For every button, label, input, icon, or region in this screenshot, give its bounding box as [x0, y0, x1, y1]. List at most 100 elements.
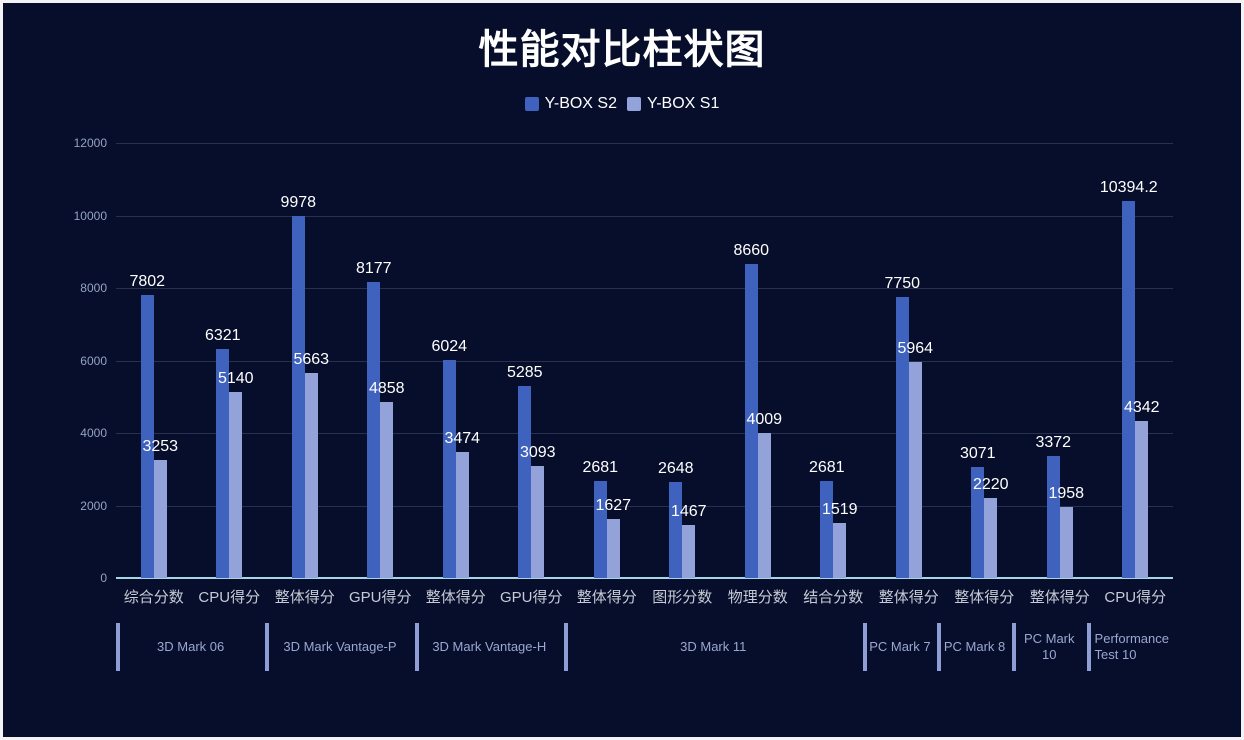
value-label: 3372 — [1035, 434, 1071, 452]
value-label: 3253 — [142, 438, 178, 456]
bar-ybox-s1[interactable] — [682, 525, 695, 578]
bar-ybox-s2[interactable] — [292, 216, 305, 578]
value-label: 5663 — [293, 351, 329, 369]
value-label: 6024 — [431, 338, 467, 356]
chart-title: 性能对比柱状图 — [3, 17, 1241, 75]
gridline — [116, 506, 1173, 507]
x-axis-line — [116, 577, 1173, 579]
benchmark-group: PC Mark 7 — [863, 622, 938, 672]
legend-label: Y-BOX S1 — [647, 95, 719, 113]
bar-ybox-s2[interactable] — [1047, 456, 1060, 578]
gridline — [116, 143, 1173, 144]
category-label: 整体得分 — [947, 586, 1023, 607]
bar-chart-plot-area: 综合分数CPU得分整体得分GPU得分整体得分GPU得分整体得分图形分数物理分数结… — [116, 143, 1173, 578]
value-label: 2681 — [582, 459, 618, 477]
benchmark-group: PC Mark 10 — [1012, 622, 1087, 672]
legend-color-swatch-icon — [627, 97, 641, 111]
bar-ybox-s1[interactable] — [833, 523, 846, 578]
category-label: 整体得分 — [418, 586, 494, 607]
bar-ybox-s2[interactable] — [669, 482, 682, 578]
group-label: 3D Mark Vantage-H — [428, 639, 550, 655]
category-label: 整体得分 — [267, 586, 343, 607]
bar-ybox-s1[interactable] — [229, 392, 242, 578]
category-label: CPU得分 — [1098, 586, 1174, 607]
group-label: PC Mark 8 — [940, 639, 1009, 655]
bar-ybox-s1[interactable] — [758, 433, 771, 578]
bar-ybox-s1[interactable] — [531, 466, 544, 578]
bar-ybox-s2[interactable] — [594, 481, 607, 578]
category-label: GPU得分 — [343, 586, 419, 607]
group-separator — [564, 623, 568, 671]
group-axis: 3D Mark 06 3D Mark Vantage-P 3D Mark Vanta… — [116, 622, 1173, 672]
value-label: 10394.2 — [1100, 179, 1158, 197]
value-label: 2648 — [658, 460, 694, 478]
value-label: 2220 — [973, 476, 1009, 494]
value-label: 8177 — [356, 260, 392, 278]
benchmark-group: PC Mark 8 — [937, 622, 1012, 672]
bar-ybox-s1[interactable] — [1060, 507, 1073, 578]
chart-panel: 性能对比柱状图 Y-BOX S2 Y-BOX S1 综合分数CPU得分整体得分G… — [0, 0, 1244, 740]
value-label: 5140 — [218, 370, 254, 388]
value-label: 1627 — [595, 497, 631, 515]
bar-ybox-s2[interactable] — [820, 481, 833, 578]
y-axis-tick-label: 6000 — [80, 354, 107, 368]
bar-ybox-s2[interactable] — [443, 360, 456, 578]
value-label: 3071 — [960, 445, 996, 463]
benchmark-group: 3D Mark 11 — [564, 622, 863, 672]
legend-color-swatch-icon — [525, 97, 539, 111]
y-axis-tick-label: 12000 — [74, 136, 107, 150]
value-label: 5964 — [897, 340, 933, 358]
group-separator — [1012, 623, 1016, 671]
group-label: 3D Mark 06 — [153, 639, 228, 655]
value-label: 2681 — [809, 459, 845, 477]
benchmark-group: Performance Test 10 — [1087, 622, 1173, 672]
bar-ybox-s2[interactable] — [367, 282, 380, 578]
bar-ybox-s1[interactable] — [154, 460, 167, 578]
category-label: 整体得分 — [871, 586, 947, 607]
benchmark-group: 3D Mark 06 — [116, 622, 265, 672]
value-label: 3474 — [444, 430, 480, 448]
bar-ybox-s1[interactable] — [380, 402, 393, 578]
bar-ybox-s1[interactable] — [305, 373, 318, 578]
legend-item-ybox-s1[interactable]: Y-BOX S1 — [627, 95, 719, 113]
bar-ybox-s1[interactable] — [456, 452, 469, 578]
value-label: 4009 — [746, 411, 782, 429]
value-label: 9978 — [280, 194, 316, 212]
gridline — [116, 216, 1173, 217]
bar-ybox-s2[interactable] — [518, 386, 531, 578]
bar-ybox-s1[interactable] — [1135, 421, 1148, 578]
group-separator — [937, 623, 941, 671]
category-label: 结合分数 — [796, 586, 872, 607]
value-label: 1519 — [822, 501, 858, 519]
benchmark-group: 3D Mark Vantage-H — [415, 622, 564, 672]
value-label: 4858 — [369, 380, 405, 398]
bar-ybox-s1[interactable] — [607, 519, 620, 578]
group-label: 3D Mark 11 — [676, 639, 750, 655]
group-label: PC Mark 7 — [865, 639, 934, 655]
group-separator — [265, 623, 269, 671]
value-label: 7802 — [129, 273, 165, 291]
value-label: 6321 — [205, 327, 241, 345]
value-label: 5285 — [507, 364, 543, 382]
value-label: 7750 — [884, 275, 920, 293]
value-label: 1467 — [671, 503, 707, 521]
category-label: 物理分数 — [720, 586, 796, 607]
group-separator — [1087, 623, 1091, 671]
value-label: 1958 — [1048, 485, 1084, 503]
legend: Y-BOX S2 Y-BOX S1 — [3, 95, 1241, 113]
bar-ybox-s2[interactable] — [141, 295, 154, 578]
group-label: PC Mark 10 — [1012, 631, 1087, 664]
gridline — [116, 361, 1173, 362]
group-separator — [415, 623, 419, 671]
value-label: 3093 — [520, 444, 556, 462]
bar-ybox-s2[interactable] — [1122, 201, 1135, 578]
group-separator — [863, 623, 867, 671]
category-label: CPU得分 — [192, 586, 268, 607]
value-label: 8660 — [733, 242, 769, 260]
gridline — [116, 288, 1173, 289]
bar-ybox-s1[interactable] — [984, 498, 997, 578]
benchmark-group: 3D Mark Vantage-P — [265, 622, 414, 672]
legend-item-ybox-s2[interactable]: Y-BOX S2 — [525, 95, 617, 113]
bar-ybox-s1[interactable] — [909, 362, 922, 578]
group-separator — [116, 623, 120, 671]
